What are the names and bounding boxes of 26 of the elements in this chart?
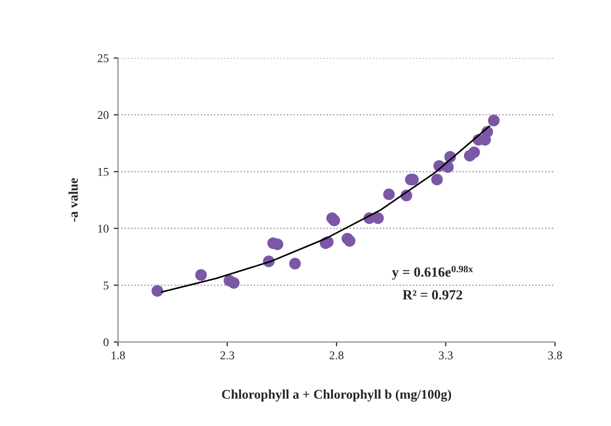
y-tick-label: 0 (104, 338, 109, 346)
x-tick-label: 3.8 (548, 351, 562, 360)
x-axis-title: Chlorophyll a + Chlorophyll b (mg/100g) (222, 390, 452, 402)
y-tick-label: 20 (98, 111, 109, 120)
x-tick-label: 3.3 (438, 351, 453, 360)
x-tick-label: 1.8 (112, 351, 125, 360)
point (383, 188, 395, 200)
y-axis-title: -a value (68, 178, 78, 222)
point (228, 277, 240, 289)
annotation: y = 0.616e$^{0.98x}$ (392, 266, 474, 280)
point (289, 258, 301, 270)
point (328, 214, 340, 226)
point (431, 174, 443, 186)
x-tick-label: 2.8 (330, 351, 344, 360)
point (152, 285, 164, 297)
y-tick-label: 25 (98, 54, 109, 62)
y-tick-label: 15 (98, 168, 109, 176)
y-tick-label: 5 (104, 282, 109, 290)
point (372, 212, 384, 224)
point (488, 114, 500, 126)
annotation: R² = 0.972 (402, 290, 462, 300)
point (195, 269, 207, 281)
point (344, 235, 356, 247)
point (468, 146, 480, 158)
x-tick-label: 2.3 (220, 351, 234, 360)
y-tick-label: 10 (98, 224, 109, 233)
